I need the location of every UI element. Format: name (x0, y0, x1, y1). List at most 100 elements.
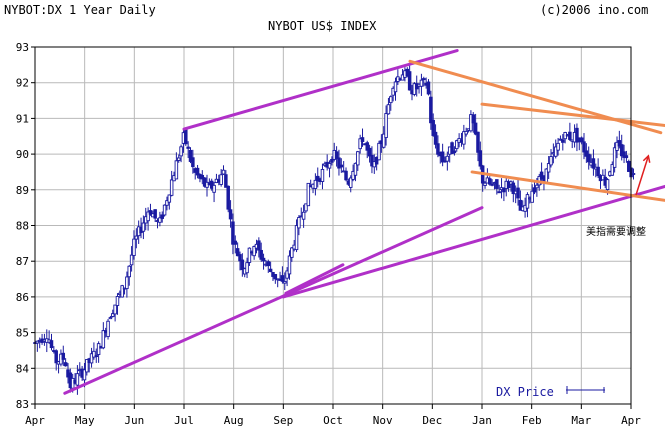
candle-body (294, 225, 299, 251)
x-tick-label: Apr (25, 414, 45, 427)
candle-body (386, 104, 391, 115)
candle-body (111, 313, 115, 317)
x-tick-label: May (75, 414, 95, 427)
candle-body (184, 129, 188, 145)
candle-body (162, 204, 167, 216)
candle-body (127, 265, 131, 278)
candle-body (568, 131, 572, 140)
candle-body (257, 240, 261, 251)
candle-body (226, 185, 230, 210)
candle-body (228, 209, 233, 220)
candle-body (304, 203, 308, 212)
y-tick-label: 90 (16, 148, 29, 161)
trendlines (63, 49, 665, 395)
candle-body (297, 217, 301, 229)
candle-body (525, 194, 530, 209)
arrow-shaft (635, 155, 650, 196)
candle-body (153, 209, 157, 219)
trendline-triangle-upper (480, 102, 665, 127)
candle-body (280, 275, 285, 282)
candle-body (407, 71, 412, 91)
x-tick-label: Sep (273, 414, 293, 427)
candle-body (360, 137, 365, 143)
candle-body (436, 143, 440, 155)
candle-body (422, 78, 426, 81)
candle-body (209, 180, 214, 189)
candle-body (334, 151, 339, 159)
trendline-long-support (281, 184, 665, 299)
candle-body (429, 96, 433, 124)
candle-body (582, 141, 586, 153)
candle-body (85, 359, 89, 373)
y-tick-label: 86 (16, 291, 29, 304)
candle-body (233, 240, 238, 245)
candle-body (320, 168, 325, 182)
x-tick-label: Aug (224, 414, 244, 427)
candle-body (452, 150, 457, 154)
candle-body (426, 81, 431, 95)
x-tick-label: Oct (323, 414, 343, 427)
candle-body (497, 191, 501, 194)
arrow-layer (635, 154, 651, 196)
candle-body (61, 352, 66, 360)
candle-body (89, 353, 94, 364)
candle-body (259, 249, 263, 260)
candle-body (579, 137, 584, 143)
trendline-triangle-lower (470, 170, 665, 202)
candle-body (622, 151, 626, 158)
candle-body (356, 151, 360, 166)
candle-body (483, 182, 487, 186)
candle-body (125, 276, 129, 290)
trendline-sep-bottom-stub (284, 263, 345, 295)
candle-body (132, 238, 136, 256)
candle-body (63, 362, 68, 367)
candle-body (221, 169, 226, 175)
candle-body (179, 146, 183, 157)
candle-body (532, 187, 537, 193)
candle-body (94, 355, 99, 358)
candle-body (108, 317, 113, 320)
candle-body (476, 131, 480, 153)
candle-body (330, 158, 334, 163)
y-tick-label: 92 (16, 77, 29, 90)
candle-body (586, 153, 591, 163)
candle-body (605, 179, 610, 191)
candle-body (146, 211, 150, 222)
candle-body (224, 174, 228, 188)
candle-body (219, 174, 223, 185)
candle-body (553, 146, 558, 157)
candle-body (478, 150, 483, 167)
header-left: NYBOT:DX 1 Year Daily (4, 3, 156, 17)
y-tick-label: 87 (16, 255, 29, 268)
candle-body (471, 114, 476, 124)
candle-body (619, 144, 624, 157)
candle-body (445, 155, 450, 162)
candle-body (167, 194, 172, 203)
candle-body (283, 281, 287, 284)
x-tick-label: Feb (522, 414, 542, 427)
candle-body (75, 373, 80, 386)
candle-body (612, 147, 617, 168)
candle-body (266, 261, 271, 267)
candle-body (556, 142, 560, 151)
candle-body (440, 151, 445, 163)
candle-body (511, 182, 516, 195)
candle-body (160, 214, 164, 219)
candle-body (433, 131, 438, 145)
candle-body (631, 173, 636, 175)
candle-body (273, 274, 278, 280)
candle-body (35, 340, 40, 344)
candle-body (344, 170, 348, 181)
x-tick-label: Jun (124, 414, 144, 427)
candle-body (188, 149, 193, 162)
y-tick-label: 89 (16, 184, 29, 197)
candle-body (313, 179, 318, 189)
candle-body (610, 164, 615, 176)
trendline-upper-channel-left (182, 49, 459, 131)
candle-body (165, 200, 169, 206)
candle-body (290, 247, 294, 258)
candle-body (450, 142, 454, 154)
candle-body (358, 138, 362, 150)
header-right: (c)2006 ino.com (540, 3, 648, 17)
